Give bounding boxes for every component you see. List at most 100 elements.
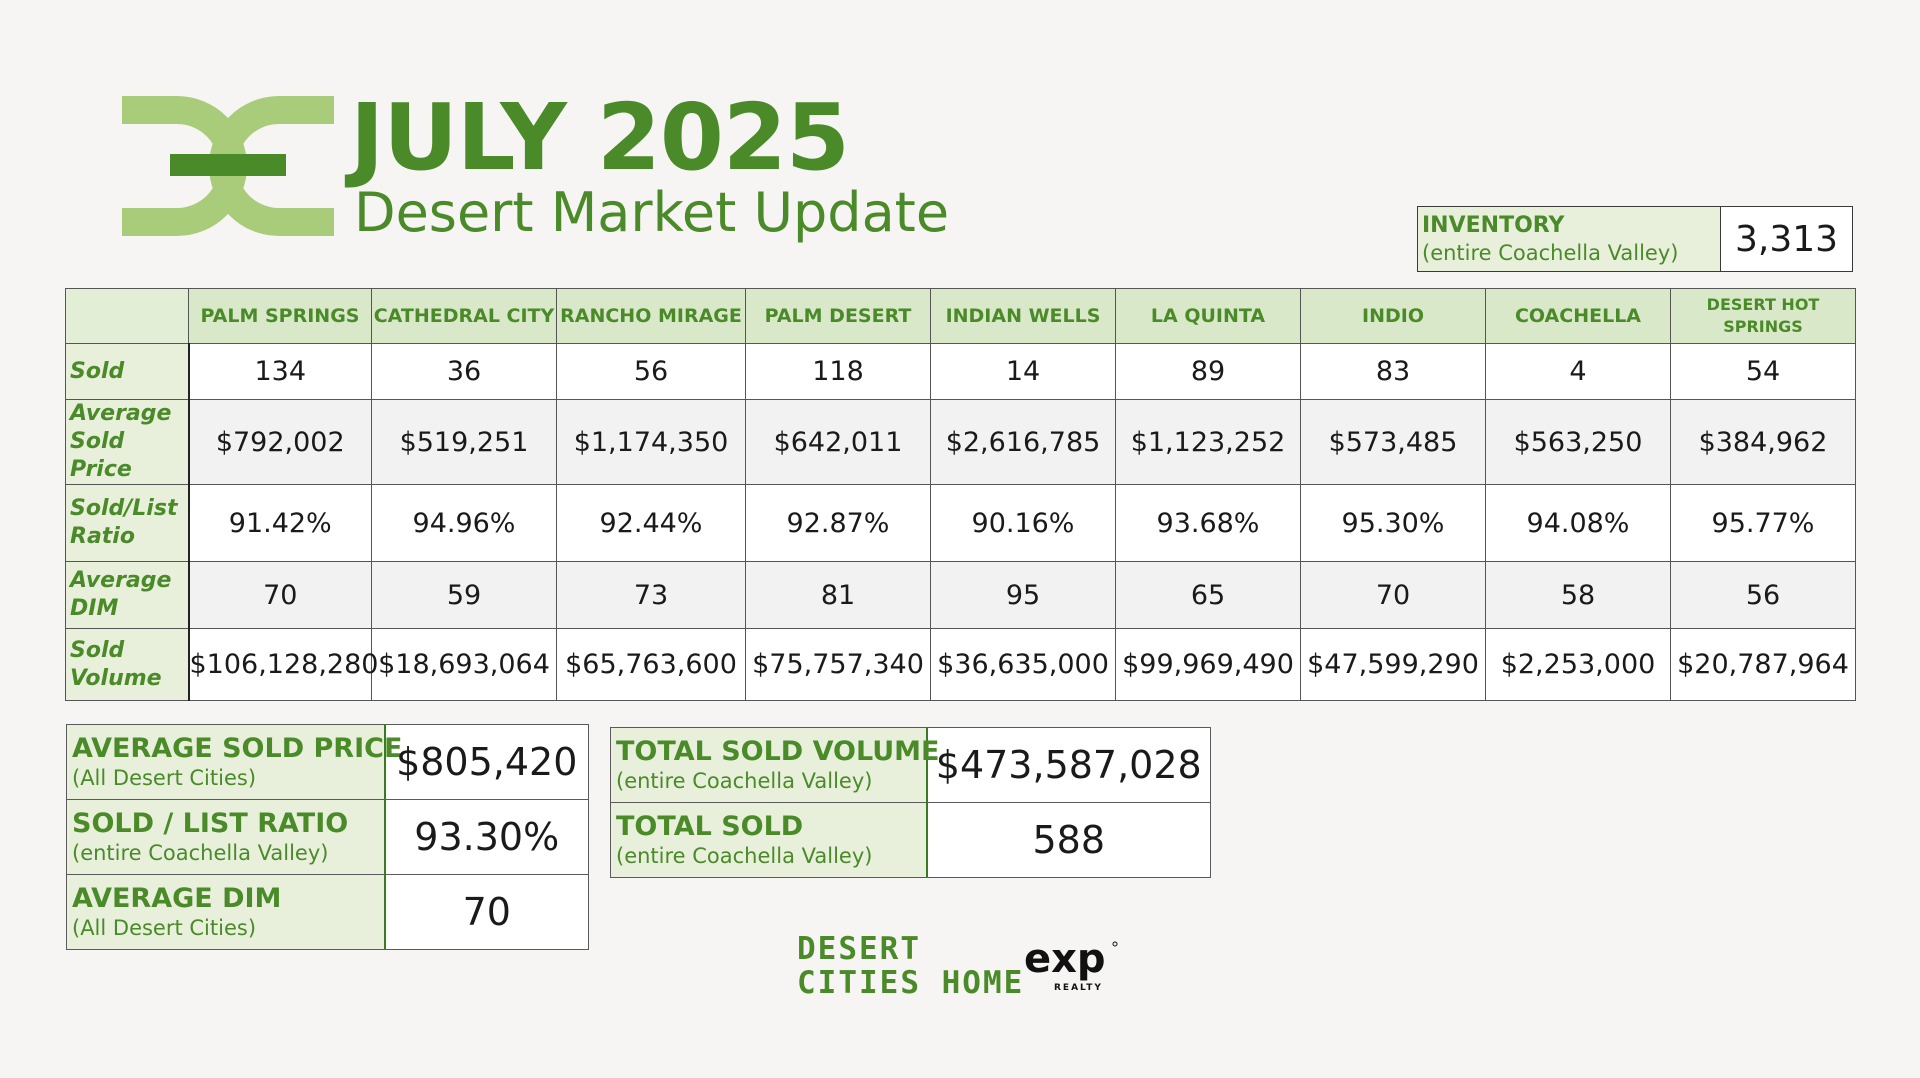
brand-line2: CITIES HOME [797, 965, 1025, 1001]
table-cell: 94.96% [371, 484, 557, 562]
table-cell: 93.68% [1115, 484, 1301, 562]
summary-left-table: AVERAGE SOLD PRICE (All Desert Cities) $… [66, 724, 589, 950]
page-title: JULY 2025 [350, 84, 850, 191]
exp-realty-logo-icon: exp REALTY [1024, 936, 1118, 993]
summary-row: TOTAL SOLD VOLUME (entire Coachella Vall… [610, 727, 1211, 803]
inventory-box: INVENTORY (entire Coachella Valley) 3,31… [1417, 206, 1853, 272]
summary-label-cell: TOTAL SOLD VOLUME (entire Coachella Vall… [610, 727, 940, 803]
table-cell: 56 [556, 343, 746, 400]
table-cell: 89 [1115, 343, 1301, 400]
table-cell: $106,128,280 [188, 628, 378, 701]
inventory-label-cell: INVENTORY (entire Coachella Valley) [1418, 207, 1721, 271]
summary-label-cell: AVERAGE DIM (All Desert Cities) [66, 874, 386, 950]
city-stats-table: PALM SPRINGS CATHEDRAL CITY RANCHO MIRAG… [65, 288, 1856, 701]
summary-value: $805,420 [384, 724, 589, 800]
column-header: INDIAN WELLS [930, 288, 1116, 344]
row-header-line1: Sold [70, 637, 125, 663]
table-row: Sold/List Ratio 91.42% 94.96% 92.44% 92.8… [65, 484, 1856, 562]
table-cell: 4 [1485, 343, 1671, 400]
summary-value: 93.30% [384, 799, 589, 875]
table-cell: 14 [930, 343, 1116, 400]
table-cell: $75,757,340 [745, 628, 931, 701]
table-cell: 56 [1670, 561, 1856, 629]
column-header: PALM DESERT [745, 288, 931, 344]
summary-label: TOTAL SOLD VOLUME [616, 736, 940, 767]
row-header: Average DIM [65, 561, 190, 629]
inventory-sublabel: (entire Coachella Valley) [1422, 241, 1679, 265]
row-header-line2: Ratio [70, 524, 135, 549]
table-cell: $36,635,000 [930, 628, 1116, 701]
table-cell: 83 [1300, 343, 1486, 400]
svg-text:REALTY: REALTY [1054, 983, 1103, 993]
table-cell: 91.42% [188, 484, 372, 562]
table-corner-cell [65, 288, 189, 344]
summary-sublabel: (entire Coachella Valley) [616, 769, 873, 793]
column-header: CATHEDRAL CITY [371, 288, 557, 344]
summary-row: TOTAL SOLD (entire Coachella Valley) 588 [610, 802, 1211, 878]
row-header: Average Sold Price [65, 399, 190, 485]
summary-sublabel: (All Desert Cities) [72, 916, 257, 940]
row-header-line2: DIM [70, 596, 119, 621]
summary-label-cell: SOLD / LIST RATIO (entire Coachella Vall… [66, 799, 386, 875]
table-cell: 70 [1300, 561, 1486, 629]
inventory-value: 3,313 [1734, 218, 1839, 260]
table-cell: $792,002 [188, 399, 372, 485]
table-cell: $99,969,490 [1115, 628, 1301, 701]
table-cell: 90.16% [930, 484, 1116, 562]
summary-row: AVERAGE DIM (All Desert Cities) 70 [66, 874, 589, 950]
inventory-label: INVENTORY [1422, 213, 1565, 238]
table-cell: $18,693,064 [371, 628, 557, 701]
table-cell: $573,485 [1300, 399, 1486, 485]
table-cell: $1,174,350 [556, 399, 746, 485]
table-cell: $2,253,000 [1485, 628, 1671, 701]
table-cell: 54 [1670, 343, 1856, 400]
summary-row: AVERAGE SOLD PRICE (All Desert Cities) $… [66, 724, 589, 800]
summary-row: SOLD / LIST RATIO (entire Coachella Vall… [66, 799, 589, 875]
table-cell: $642,011 [745, 399, 931, 485]
table-row: Average Sold Price $792,002 $519,251 $1,1… [65, 399, 1856, 485]
row-header: Sold/List Ratio [65, 484, 190, 562]
column-header: DESERT HOT SPRINGS [1670, 288, 1856, 344]
table-cell: $20,787,964 [1670, 628, 1856, 701]
table-cell: 73 [556, 561, 746, 629]
table-cell: $1,123,252 [1115, 399, 1301, 485]
table-cell: $384,962 [1670, 399, 1856, 485]
desert-cities-home-logo: DESERT CITIES HOME [797, 932, 1024, 1000]
table-cell: 92.44% [556, 484, 746, 562]
table-cell: $519,251 [371, 399, 557, 485]
summary-sublabel: (All Desert Cities) [72, 766, 257, 790]
column-header: RANCHO MIRAGE [556, 288, 746, 344]
table-row: Average DIM 70 59 73 81 95 65 70 58 56 [65, 561, 1856, 629]
row-header: Sold Volume [65, 628, 190, 701]
table-cell: 58 [1485, 561, 1671, 629]
table-cell: 118 [745, 343, 931, 400]
summary-label: AVERAGE SOLD PRICE [72, 733, 403, 764]
table-cell: $2,616,785 [930, 399, 1116, 485]
row-header-line1: Sold [70, 358, 125, 384]
svg-text:exp: exp [1024, 936, 1106, 982]
summary-right-table: TOTAL SOLD VOLUME (entire Coachella Vall… [610, 727, 1211, 878]
summary-label: TOTAL SOLD [616, 811, 804, 842]
table-cell: 36 [371, 343, 557, 400]
dc-logo-icon [122, 96, 334, 236]
summary-value: $473,587,028 [926, 727, 1211, 803]
summary-label-cell: TOTAL SOLD (entire Coachella Valley) [610, 802, 928, 878]
table-cell: $65,763,600 [556, 628, 746, 701]
table-cell: 59 [371, 561, 557, 629]
page-subtitle: Desert Market Update [354, 181, 950, 244]
row-header-line2: Sold Price [70, 429, 132, 482]
summary-label: AVERAGE DIM [72, 883, 282, 914]
table-cell: 70 [188, 561, 372, 629]
table-row: Sold Volume $106,128,280 $18,693,064 $65,… [65, 628, 1856, 701]
row-header-line2: Volume [70, 665, 162, 691]
column-header: INDIO [1300, 288, 1486, 344]
summary-sublabel: (entire Coachella Valley) [72, 841, 329, 865]
summary-value: 588 [926, 802, 1211, 878]
summary-label: SOLD / LIST RATIO [72, 808, 349, 839]
table-cell: 81 [745, 561, 931, 629]
column-header: LA QUINTA [1115, 288, 1301, 344]
table-cell: 94.08% [1485, 484, 1671, 562]
table-cell: 95.30% [1300, 484, 1486, 562]
table-cell: 95.77% [1670, 484, 1856, 562]
table-cell: 134 [188, 343, 372, 400]
